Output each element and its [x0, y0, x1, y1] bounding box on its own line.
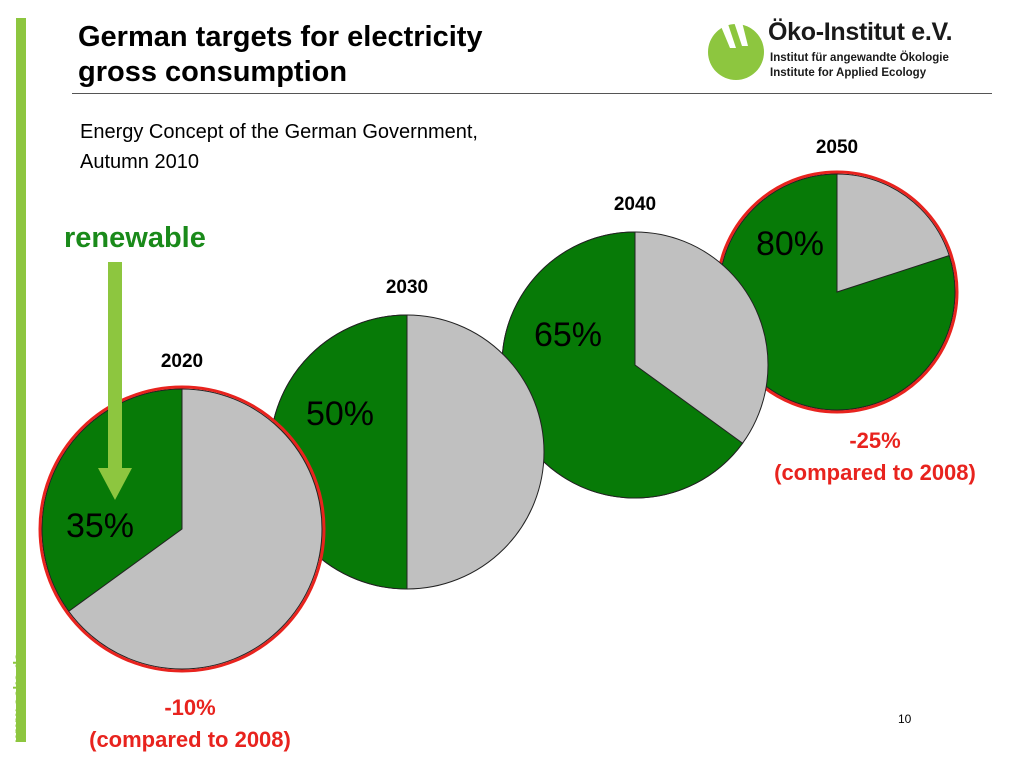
pie-pct-label-2030: 50%: [306, 395, 374, 433]
pie-year-label-2040: 2040: [614, 194, 656, 215]
slide-title: German targets for electricity gross con…: [78, 20, 483, 90]
pie-year-label-2020: 2020: [161, 351, 203, 372]
reduction-2020-note: (compared to 2008): [89, 727, 291, 752]
page-number: 10: [898, 712, 912, 726]
leaf-logo-icon: [708, 22, 764, 80]
oeko-institut-logo: Öko-Institut e.V. Institut für angewandt…: [706, 14, 996, 84]
pie-slice-renewable-2050: [718, 173, 956, 411]
reduction-2020-pct: -10%: [164, 695, 216, 720]
reduction-2050-note: (compared to 2008): [774, 460, 976, 485]
pie-pct-label-2050: 80%: [756, 225, 824, 263]
pie-slice-renewable-2020: [41, 388, 183, 612]
subtitle-line-1: Energy Concept of the German Government,: [80, 121, 478, 143]
logo-tagline-english: Institute for Applied Ecology: [770, 67, 927, 79]
title-line-1: German targets for electricity: [78, 21, 483, 53]
logo-name: Öko-Institut e.V.: [768, 18, 953, 46]
pie-year-label-2050: 2050: [816, 137, 858, 158]
side-accent-bar: [16, 18, 26, 742]
reduction-2050-pct: -25%: [849, 428, 901, 453]
pie-pct-label-2020: 35%: [66, 507, 134, 545]
pie-pct-label-2040: 65%: [534, 316, 602, 354]
renewable-label: renewable: [64, 222, 206, 254]
pie-year-label-2030: 2030: [386, 277, 428, 298]
reduction-2050-label: -25% (compared to 2008): [740, 425, 1010, 489]
pie-2050: 80% 2050: [715, 137, 959, 414]
reduction-2020-label: -10% (compared to 2008): [50, 692, 330, 756]
down-arrow-icon: [98, 262, 132, 500]
title-divider: [72, 93, 992, 94]
logo-tagline-german: Institut für angewandte Ökologie: [770, 52, 949, 64]
subtitle: Energy Concept of the German Government,…: [80, 117, 478, 177]
highlight-ring-2020: [38, 385, 326, 673]
subtitle-line-2: Autumn 2010: [80, 151, 199, 173]
title-line-2: gross consumption: [78, 56, 348, 88]
